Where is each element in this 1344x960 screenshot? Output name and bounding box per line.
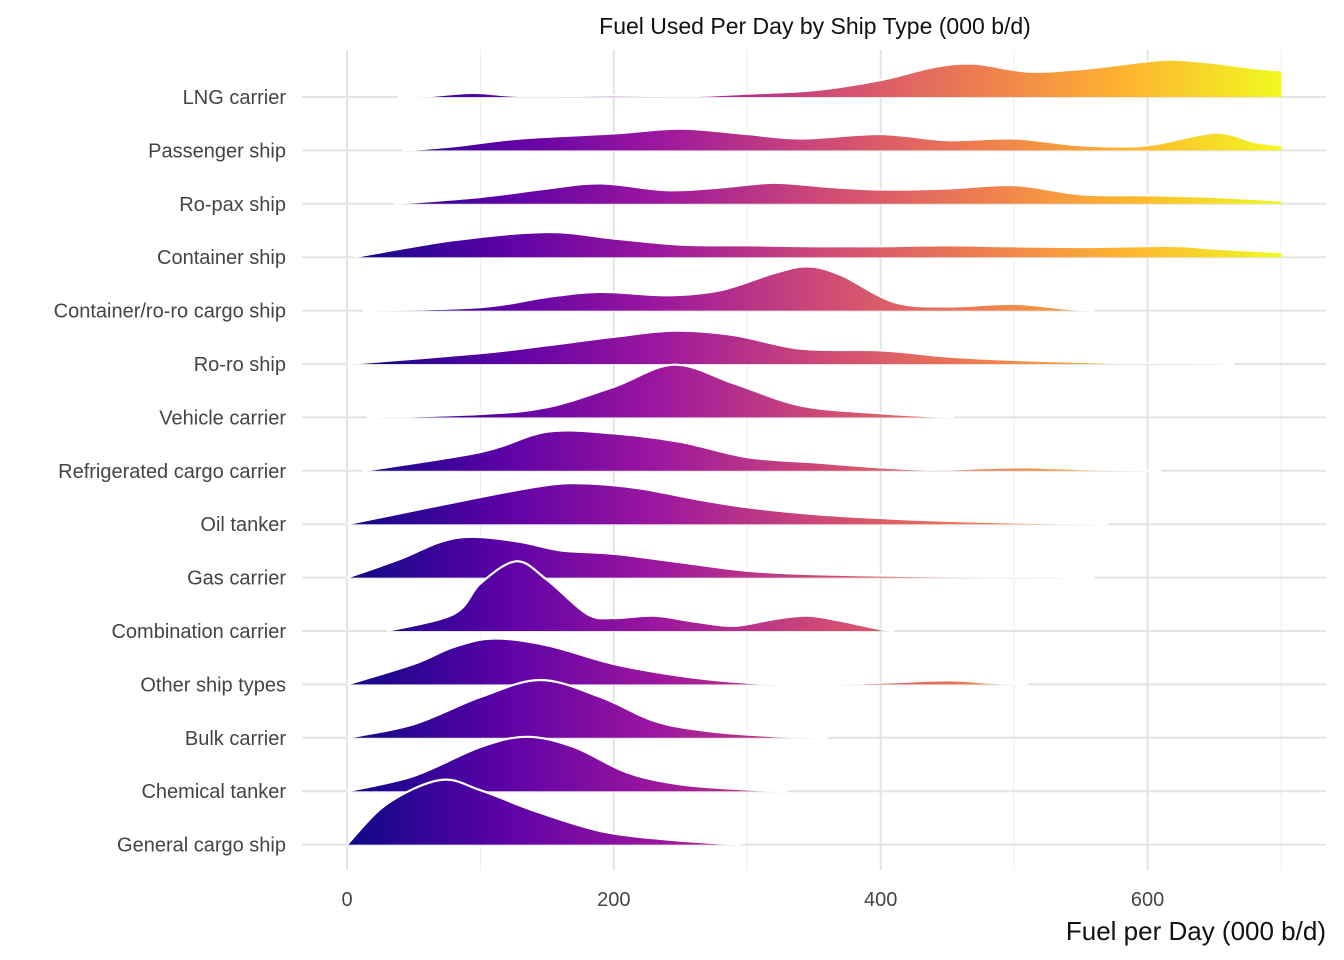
y-tick-label: Ro-ro ship [194, 354, 286, 376]
y-tick-label: Bulk carrier [185, 728, 286, 750]
ridge-outline [346, 329, 1236, 366]
ridge-area [387, 561, 895, 631]
ridge-area [353, 232, 1281, 258]
ridge-lng-carrier [397, 58, 1282, 99]
ridge-ro-ro-ship [346, 329, 1236, 366]
ridges [346, 58, 1282, 846]
ridge-outline [366, 363, 955, 419]
y-tick-label: Ro-pax ship [179, 194, 286, 216]
ridge-area [363, 430, 1161, 471]
ridge-outline [397, 58, 1282, 99]
ridge-area [393, 182, 1281, 204]
ridge-outline [346, 778, 741, 846]
ridge-area [347, 330, 1235, 364]
y-tick-label: Refrigerated cargo carrier [58, 461, 286, 483]
ridge-gas-carrier [346, 535, 1095, 579]
ridge-outline [346, 735, 788, 793]
y-tick-label: Oil tanker [200, 514, 286, 536]
ridge-chemical-tanker [346, 735, 788, 793]
ridge-outline [393, 181, 1282, 205]
y-tick-label: LNG carrier [183, 87, 287, 109]
ridge-outline [346, 481, 1108, 526]
ridge-passenger-ship [402, 127, 1282, 152]
y-tick-label: Other ship types [140, 674, 286, 696]
x-axis-ticks: 0 200 400 600 [341, 889, 1164, 911]
x-axis-label: Fuel per Day (000 b/d) [1066, 916, 1326, 946]
ridge-area [347, 638, 1028, 685]
ridge-general-cargo-ship [346, 778, 741, 846]
chart-title: Fuel Used Per Day by Ship Type (000 b/d) [599, 13, 1031, 39]
ridge-outline [346, 678, 828, 739]
ridge-outline [386, 560, 895, 633]
ridge-bulk-carrier [346, 678, 828, 739]
ridge-area [347, 736, 788, 792]
ridge-outline [353, 230, 1282, 259]
ridge-refrigerated-cargo-carrier [362, 429, 1161, 472]
x-tick-label: 0 [341, 889, 352, 911]
y-tick-label: Chemical tanker [141, 781, 286, 803]
y-tick-label: Container ship [157, 247, 286, 269]
y-tick-label: Gas carrier [187, 568, 286, 590]
ridge-area [403, 128, 1281, 151]
ridge-area [347, 483, 1108, 525]
x-tick-label: 200 [597, 889, 630, 911]
ridge-outline [346, 535, 1095, 579]
ridge-area [347, 536, 1095, 578]
ridge-oil-tanker [346, 481, 1108, 526]
ridge-other-ship-types [346, 637, 1028, 686]
ridge-outline [362, 265, 1095, 312]
y-tick-label: Container/ro-ro cargo ship [54, 301, 286, 323]
x-tick-label: 400 [864, 889, 897, 911]
y-tick-label: Vehicle carrier [159, 407, 286, 429]
ridge-area [347, 680, 828, 738]
y-tick-label: Passenger ship [148, 140, 286, 162]
ridge-area [367, 364, 955, 418]
ridge-area [397, 59, 1281, 97]
ridge-outline [346, 637, 1028, 686]
y-tick-label: Combination carrier [111, 621, 286, 643]
ridge-container-ship [353, 230, 1282, 259]
ridge-combination-carrier [386, 560, 895, 633]
y-tick-label: General cargo ship [117, 835, 286, 857]
ridge-outline [402, 127, 1282, 152]
ridge-vehicle-carrier [366, 363, 955, 419]
ridge-container-ro-ro-cargo-ship [362, 265, 1095, 312]
ridge-area [347, 779, 741, 845]
ridge-outline [362, 429, 1161, 472]
x-tick-label: 600 [1131, 889, 1164, 911]
y-axis-labels: LNG carrier Passenger ship Ro-pax ship Cont… [54, 87, 287, 857]
ridge-ro-pax-ship [393, 181, 1282, 205]
